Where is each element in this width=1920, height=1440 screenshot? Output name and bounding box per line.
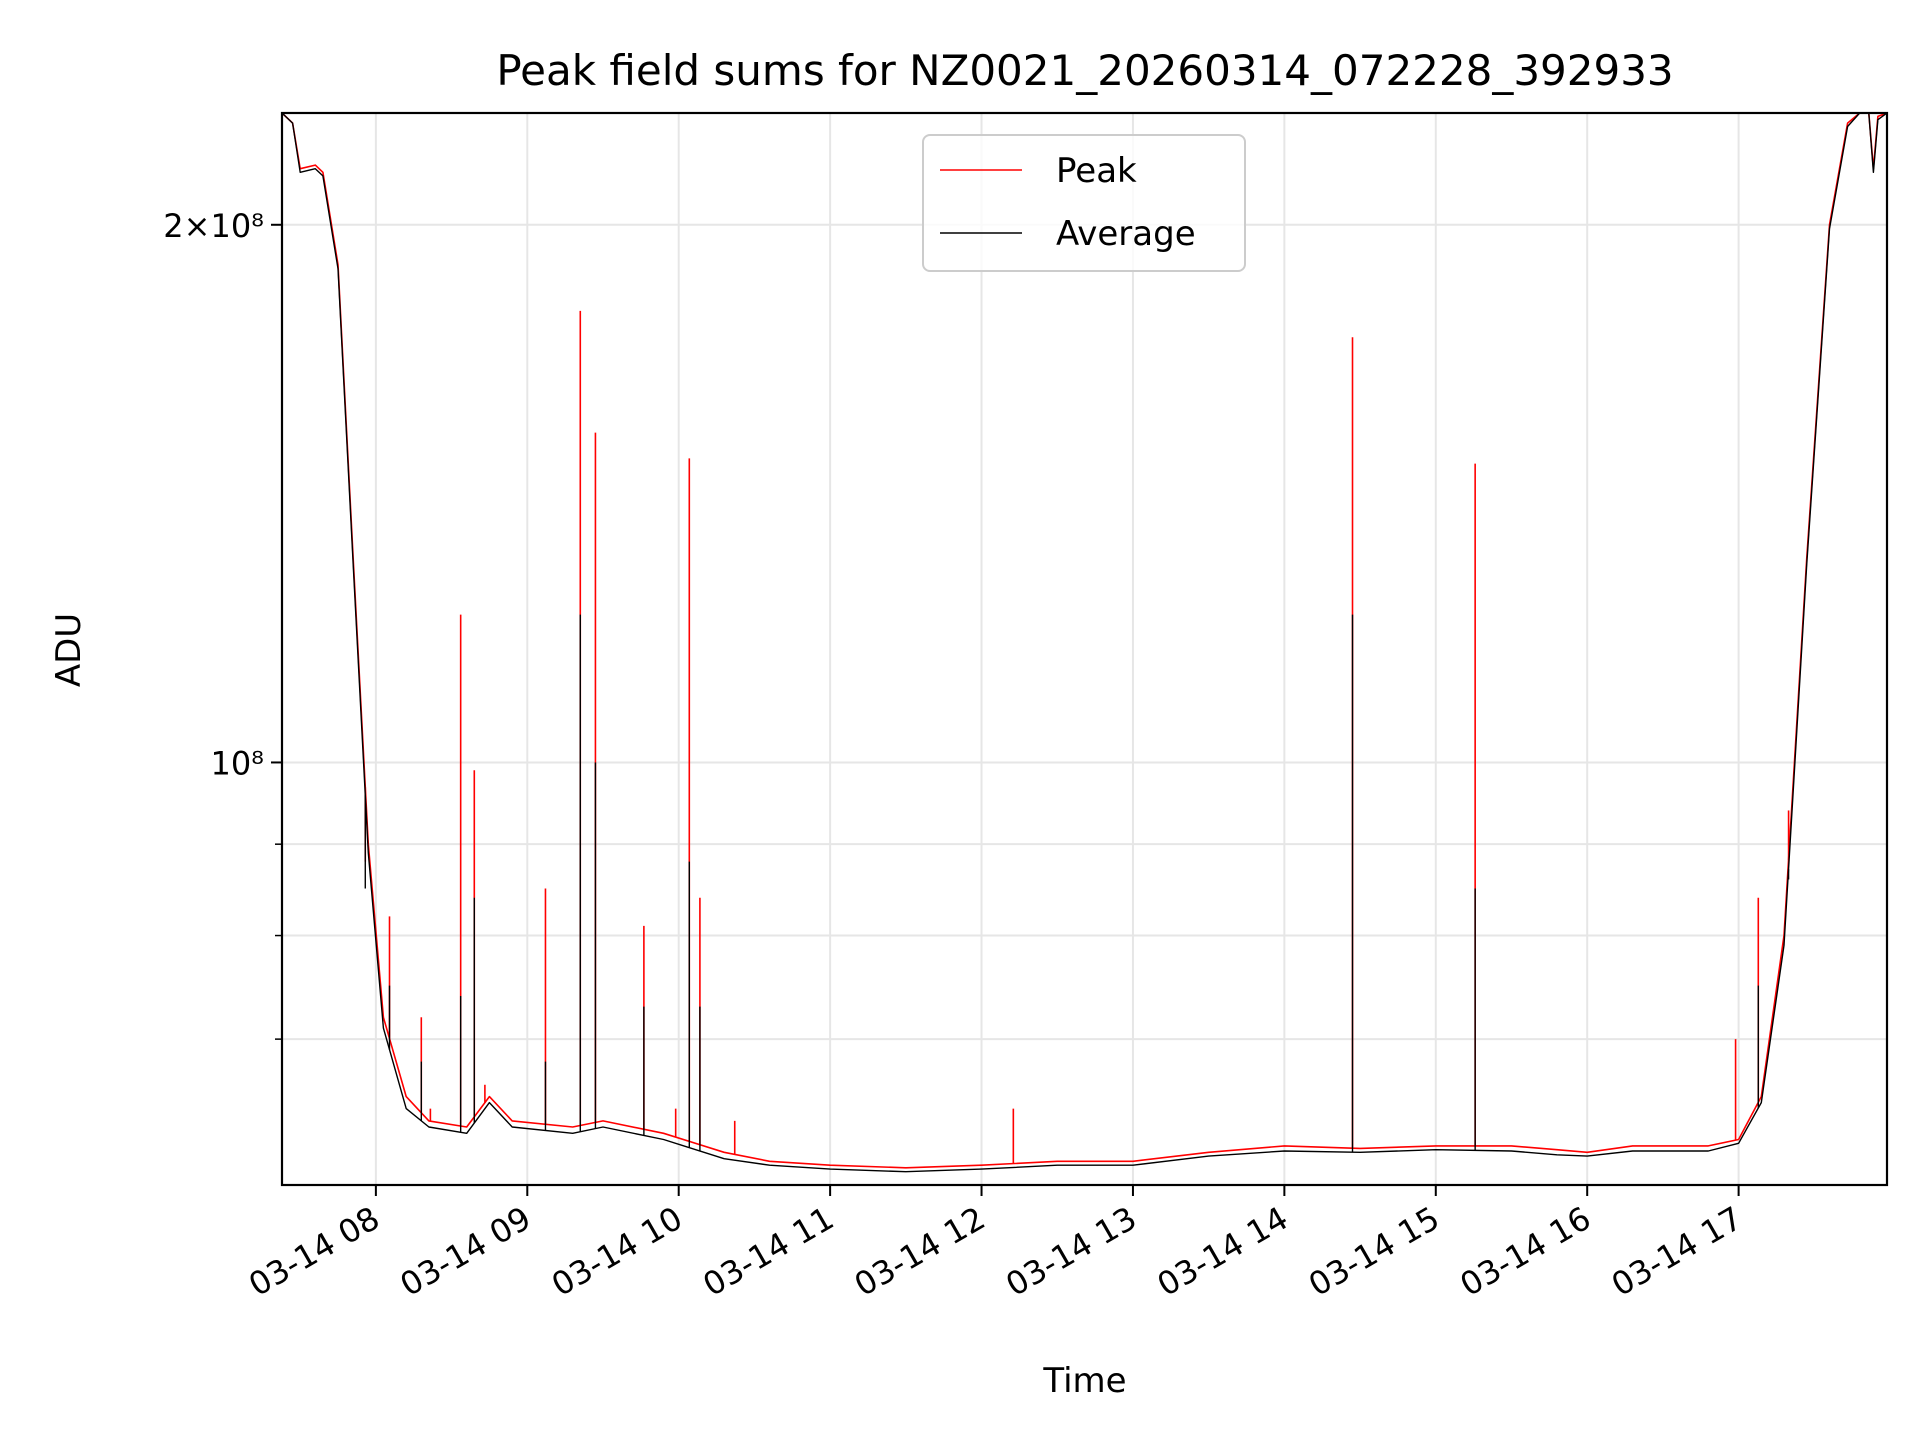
y-tick-label: 2×10⁸ <box>163 207 264 245</box>
legend: Peak Average <box>922 134 1246 272</box>
series-average-line <box>282 113 1887 1173</box>
y-tick-label: 10⁸ <box>210 744 264 782</box>
x-axis-label: Time <box>1042 1361 1126 1401</box>
legend-average-label: Average <box>1056 214 1196 254</box>
legend-peak-label: Peak <box>1056 151 1137 191</box>
chart-title: Peak field sums for NZ0021_20260314_0722… <box>496 46 1673 95</box>
plot-frame <box>280 111 1889 1187</box>
legend-box <box>922 134 1246 272</box>
data-layer <box>282 113 1887 1173</box>
y-axis-label: ADU <box>49 613 89 687</box>
